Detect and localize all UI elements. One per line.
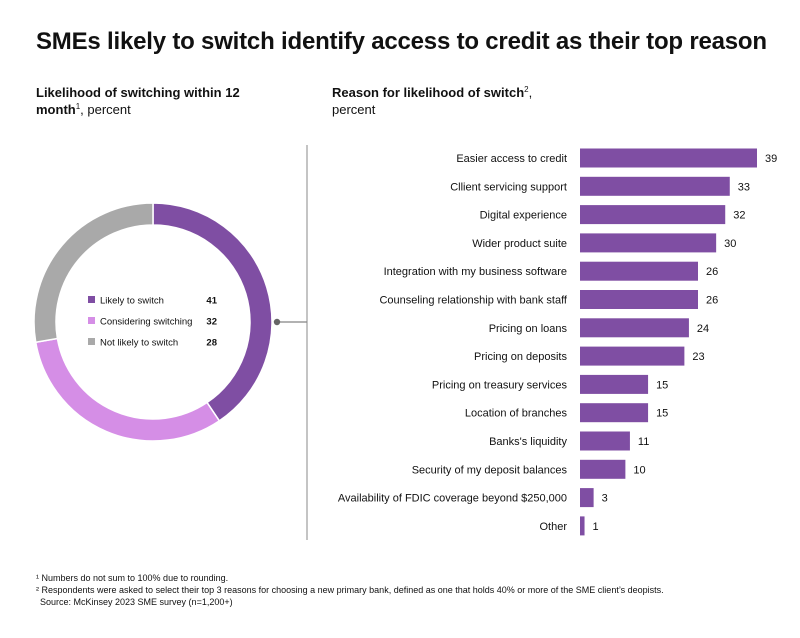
bar-digital-experience <box>580 205 726 225</box>
bar-value-banks-s-liquidity: 11 <box>638 436 649 448</box>
legend-swatch-likely-to-switch <box>88 296 95 303</box>
bar-label-other: Other <box>539 521 567 533</box>
bar-value-pricing-on-loans: 24 <box>697 323 709 335</box>
connector-dot <box>273 318 281 326</box>
bar-label-integration-with-my-business-software: Integration with my business software <box>384 266 567 278</box>
bar-pricing-on-deposits <box>580 346 685 366</box>
bar-label-pricing-on-loans: Pricing on loans <box>489 323 568 335</box>
bar-pricing-on-treasury-services <box>580 374 649 394</box>
footnotes: ¹ Numbers do not sum to 100% due to roun… <box>36 572 664 608</box>
bar-label-counseling-relationship-with-bank-staff: Counseling relationship with bank staff <box>379 295 567 307</box>
bar-value-availability-of-fdic-coverage-beyond-250-000: 3 <box>602 493 608 505</box>
bar-availability-of-fdic-coverage-beyond-250-000 <box>580 488 594 508</box>
donut-legend: Likely to switch 41 Considering switching 3… <box>88 296 218 349</box>
bar-label-easier-access-to-credit: Easier access to credit <box>456 153 567 165</box>
footnote-marker-1: 1 <box>75 102 81 111</box>
donut-slice-likely-to-switch <box>152 202 273 422</box>
donut-slice-considering-switching <box>34 337 221 442</box>
bar-pricing-on-loans <box>580 318 689 338</box>
bar-value-digital-experience: 32 <box>733 210 745 222</box>
bar-integration-with-my-business-software <box>580 261 698 281</box>
legend-value-considering-switching: 32 <box>206 317 217 328</box>
bar-value-wider-product-suite: 30 <box>724 238 736 250</box>
bar-security-of-my-deposit-balances <box>580 459 626 479</box>
bar-subtitle-unit: percent <box>332 102 376 117</box>
bar-value-location-of-branches: 15 <box>656 408 668 420</box>
bar-cllient-servicing-support <box>580 176 730 196</box>
legend-value-not-likely-to-switch: 28 <box>206 338 217 349</box>
bar-value-pricing-on-deposits: 23 <box>692 351 704 363</box>
bar-value-easier-access-to-credit: 39 <box>765 153 777 165</box>
bar-label-wider-product-suite: Wider product suite <box>472 238 567 250</box>
bar-label-banks-s-liquidity: Banks's liquidity <box>489 436 567 448</box>
legend-label-not-likely-to-switch: Not likely to switch <box>100 338 178 349</box>
bar-banks-s-liquidity <box>580 431 630 451</box>
legend-value-likely-to-switch: 41 <box>206 296 217 307</box>
bar-subtitle-bold: Reason for likelihood of switch <box>332 85 525 100</box>
footnote-2: ² Respondents were asked to select their… <box>36 585 664 595</box>
bar-label-availability-of-fdic-coverage-beyond-250-000: Availability of FDIC coverage beyond $25… <box>338 493 567 505</box>
connector <box>273 145 308 540</box>
legend-swatch-considering-switching <box>88 317 95 324</box>
bar-label-digital-experience: Digital experience <box>480 210 567 222</box>
donut-subtitle-unit: , percent <box>80 102 131 117</box>
bar-counseling-relationship-with-bank-staff <box>580 290 698 309</box>
donut-subtitle: Likelihood of switching within 12 month1… <box>36 84 276 118</box>
donut-slice-not-likely-to-switch <box>33 202 154 344</box>
bar-value-integration-with-my-business-software: 26 <box>706 266 718 278</box>
chart-title: SMEs likely to switch identify access to… <box>36 28 767 55</box>
bar-subtitle-comma: , <box>528 85 533 100</box>
bar-label-security-of-my-deposit-balances: Security of my deposit balances <box>412 464 568 476</box>
bar-wider-product-suite <box>580 233 717 253</box>
bar-label-location-of-branches: Location of branches <box>465 408 568 420</box>
bar-value-other: 1 <box>593 521 599 533</box>
bar-other <box>580 516 585 536</box>
donut-subtitle-bold: Likelihood of switching within 12 month <box>36 85 240 117</box>
bar-value-counseling-relationship-with-bank-staff: 26 <box>706 295 718 307</box>
bar-chart: Easier access to credit 39 Cllient servici… <box>338 148 777 536</box>
bar-value-security-of-my-deposit-balances: 10 <box>633 464 645 476</box>
legend-label-likely-to-switch: Likely to switch <box>100 296 164 307</box>
bar-subtitle: Reason for likelihood of switch2, percen… <box>332 84 592 118</box>
bar-label-pricing-on-treasury-services: Pricing on treasury services <box>432 379 568 391</box>
source-note: Source: McKinsey 2023 SME survey (n=1,20… <box>40 597 233 607</box>
bar-label-pricing-on-deposits: Pricing on deposits <box>474 351 567 363</box>
footnote-marker-2: 2 <box>524 85 529 94</box>
bar-easier-access-to-credit <box>580 148 757 168</box>
bar-location-of-branches <box>580 403 649 423</box>
bar-value-cllient-servicing-support: 33 <box>738 181 750 193</box>
legend-label-considering-switching: Considering switching <box>100 317 192 328</box>
bar-label-cllient-servicing-support: Cllient servicing support <box>450 181 567 193</box>
bar-value-pricing-on-treasury-services: 15 <box>656 379 668 391</box>
footnote-1: ¹ Numbers do not sum to 100% due to roun… <box>36 573 229 583</box>
legend-swatch-not-likely-to-switch <box>88 338 95 345</box>
donut-chart <box>33 202 273 442</box>
